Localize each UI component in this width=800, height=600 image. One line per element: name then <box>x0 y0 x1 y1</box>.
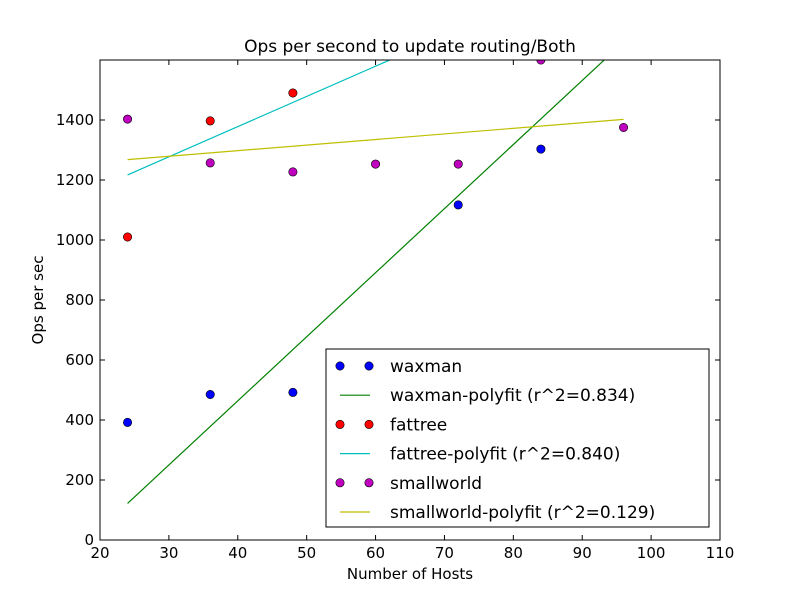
legend-item: fattree-polyfit (r^2=0.840) <box>340 445 620 465</box>
data-point-fattree <box>123 232 133 242</box>
data-point-waxman <box>205 389 215 399</box>
x-tick-label: 70 <box>435 544 454 562</box>
legend-marker <box>335 419 345 429</box>
y-tick-label: 600 <box>65 351 94 369</box>
x-tick-label: 30 <box>159 544 178 562</box>
x-tick-label: 20 <box>90 544 109 562</box>
chart-title: Ops per second to update routing/Both <box>244 37 576 57</box>
data-point-fattree <box>205 116 215 126</box>
legend-marker <box>335 361 345 371</box>
y-tick-label: 1200 <box>56 171 94 189</box>
x-axis-label: Number of Hosts <box>347 565 473 583</box>
data-point-smallworld <box>205 158 215 168</box>
series-waxman <box>123 144 546 427</box>
x-tick-label: 100 <box>637 544 666 562</box>
legend: waxman waxman-polyfit (r^2=0.834) fattree f… <box>325 348 710 528</box>
series-smallworld-polyfit-r-2-0-129 <box>127 118 624 161</box>
data-point-smallworld <box>536 60 546 65</box>
y-tick-label: 800 <box>65 291 94 309</box>
plot-area <box>123 60 629 504</box>
data-point-waxman <box>536 144 546 154</box>
data-point-smallworld <box>619 123 629 133</box>
series-fattree <box>123 88 298 242</box>
legend-item: smallworld <box>335 474 482 494</box>
y-tick-label: 1000 <box>56 231 94 249</box>
legend-item: smallworld-polyfit (r^2=0.129) <box>340 503 655 523</box>
legend-box <box>325 348 710 528</box>
data-point-smallworld <box>453 159 463 169</box>
legend-marker <box>364 361 374 371</box>
data-point-waxman <box>123 417 133 427</box>
legend-label: fattree-polyfit (r^2=0.840) <box>390 445 620 465</box>
data-point-waxman <box>453 200 463 210</box>
x-tick-label: 90 <box>573 544 592 562</box>
legend-label: smallworld-polyfit (r^2=0.129) <box>390 503 655 523</box>
series-line-waxman-polyfit-r-2-0-834 <box>127 60 606 504</box>
data-point-smallworld <box>288 167 298 177</box>
y-tick-label: 400 <box>65 411 94 429</box>
legend-label: smallworld <box>390 474 482 494</box>
y-tick-label: 1400 <box>56 111 94 129</box>
x-tick-label: 50 <box>297 544 316 562</box>
y-tick-label: 200 <box>65 471 94 489</box>
data-point-smallworld <box>123 114 133 124</box>
legend-marker <box>335 478 345 488</box>
legend-item: waxman <box>335 357 462 377</box>
legend-item: waxman-polyfit (r^2=0.834) <box>340 386 635 406</box>
legend-marker <box>364 478 374 488</box>
legend-marker <box>364 419 374 429</box>
x-tick-label: 80 <box>504 544 523 562</box>
y-tick-label: 0 <box>84 531 94 549</box>
legend-label: waxman <box>390 357 462 377</box>
y-axis-label: Ops per sec <box>29 256 47 345</box>
legend-label: waxman-polyfit (r^2=0.834) <box>390 386 635 406</box>
data-point-waxman <box>288 387 298 397</box>
series-waxman-polyfit-r-2-0-834 <box>127 60 606 504</box>
x-tick-label: 110 <box>706 544 735 562</box>
series-fattree-polyfit-r-2-0-840 <box>127 60 392 176</box>
x-tick-label: 60 <box>366 544 385 562</box>
series-line-smallworld-polyfit-r-2-0-129 <box>127 118 624 161</box>
series-smallworld <box>123 60 629 177</box>
x-tick-label: 40 <box>228 544 247 562</box>
data-point-fattree <box>288 88 298 98</box>
legend-item: fattree <box>335 415 447 435</box>
legend-label: fattree <box>390 415 447 435</box>
data-point-smallworld <box>371 159 381 169</box>
axis-ticks: 20 30 40 50 60 70 80 90 100 110 0 200 400 600 800 1000 1… <box>56 60 735 562</box>
series-line-fattree-polyfit-r-2-0-840 <box>127 60 392 176</box>
